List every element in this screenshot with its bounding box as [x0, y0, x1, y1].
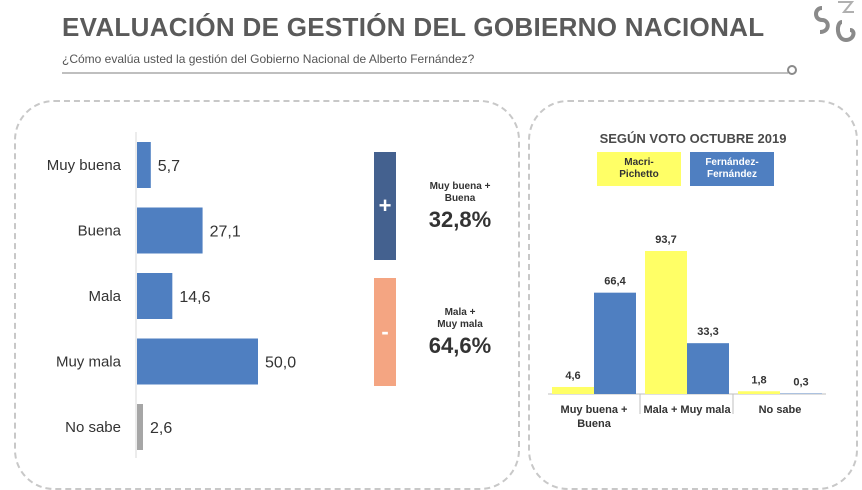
bar-0: [137, 142, 151, 188]
negative-label-line2: Muy mala: [400, 319, 520, 331]
brand-logo-icon: [812, 0, 862, 50]
value-label-4: 2,6: [150, 420, 172, 437]
legend-fernandez-fernandez: Fernández- Fernández: [690, 152, 774, 186]
bar-3: [137, 339, 258, 385]
legend-fernandez-line2: Fernández: [705, 169, 758, 181]
divider-end-icon: [787, 65, 797, 75]
positive-summary-box: +: [374, 152, 396, 260]
category-label-4: No sabe: [65, 419, 121, 436]
positive-label-line2: Buena: [400, 193, 520, 205]
minus-sign: -: [381, 319, 388, 345]
category-label-1: Buena: [78, 223, 122, 240]
value-label-1: 27,1: [210, 224, 241, 241]
plus-sign: +: [379, 193, 392, 219]
legend-macri-line1: Macri-: [619, 157, 658, 169]
category-label-2: Mala: [88, 288, 121, 305]
value-label-2: 14,6: [179, 289, 210, 306]
negative-summary-value: 64,6%: [400, 333, 520, 359]
negative-label-line1: Mala +: [400, 307, 520, 319]
legend-macri-pichetto: Macri- Pichetto: [597, 152, 681, 186]
vote-chart-title: SEGÚN VOTO OCTUBRE 2019: [528, 131, 858, 146]
bar-4: [137, 404, 143, 450]
negative-summary-label: Mala + Muy mala: [400, 307, 520, 331]
value-label-0: 5,7: [158, 158, 180, 175]
bar-1: [137, 208, 203, 254]
legend-macri-line2: Pichetto: [619, 169, 658, 181]
bar-2: [137, 273, 172, 319]
positive-summary-label: Muy buena + Buena: [400, 181, 520, 205]
negative-summary-box: -: [374, 278, 396, 386]
category-label-0: Muy buena: [47, 157, 122, 174]
evaluation-bar-chart: Muy buena 5,7 Buena 27,1 Mala 14,6 Muy mala 50,…: [0, 0, 520, 479]
legend-fernandez-line1: Fernández-: [705, 157, 758, 169]
positive-summary-value: 32,8%: [400, 207, 520, 233]
value-label-3: 50,0: [265, 355, 296, 372]
positive-label-line1: Muy buena +: [400, 181, 520, 193]
category-label-3: Muy mala: [56, 354, 122, 371]
